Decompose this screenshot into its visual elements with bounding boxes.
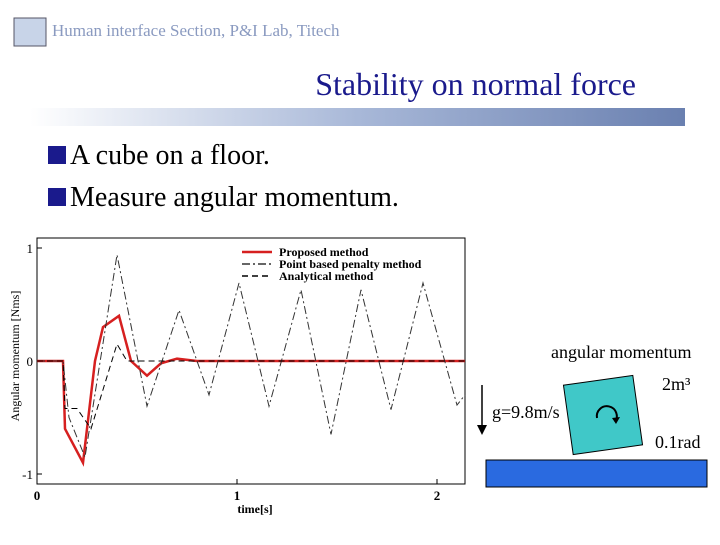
bullet: A cube on a floor. — [70, 140, 270, 171]
cube — [562, 374, 644, 456]
x-tick-label: 1 — [234, 488, 241, 503]
series-line — [37, 313, 465, 467]
lab-name: Human interface Section, P&I Lab, Titech — [52, 21, 340, 40]
y-tick-label: 0 — [27, 354, 34, 369]
bullet: Measure angular momentum. — [70, 182, 399, 213]
size-label: 2m³ — [662, 374, 691, 394]
diagram-label: angular momentum — [551, 342, 691, 362]
slide-title: Stability on normal force — [315, 66, 636, 102]
y-axis-label: Angular momentum [Nms] — [8, 291, 22, 422]
legend-box — [238, 243, 450, 287]
x-tick-label: 2 — [434, 488, 441, 503]
gravity-arrow-head — [477, 425, 487, 435]
legend-label: Proposed method — [279, 245, 369, 259]
x-axis-label: time[s] — [237, 502, 272, 516]
legend-label: Analytical method — [279, 269, 374, 283]
series-line — [37, 342, 465, 430]
rotation-arrow-head — [612, 417, 620, 424]
angle-label: 0.1rad — [655, 432, 700, 452]
gravity-label: g=9.8m/s — [492, 402, 560, 422]
bullet-icon — [48, 188, 66, 206]
y-tick-label: -1 — [22, 467, 33, 482]
legend-label: Point based penalty method — [279, 257, 422, 271]
bullet-icon — [48, 146, 66, 164]
y-tick-label: 1 — [27, 241, 34, 256]
x-tick-label: 0 — [34, 488, 41, 503]
logo — [13, 17, 47, 47]
series-line — [37, 254, 466, 459]
title-bar — [30, 108, 685, 126]
floor — [485, 459, 708, 488]
